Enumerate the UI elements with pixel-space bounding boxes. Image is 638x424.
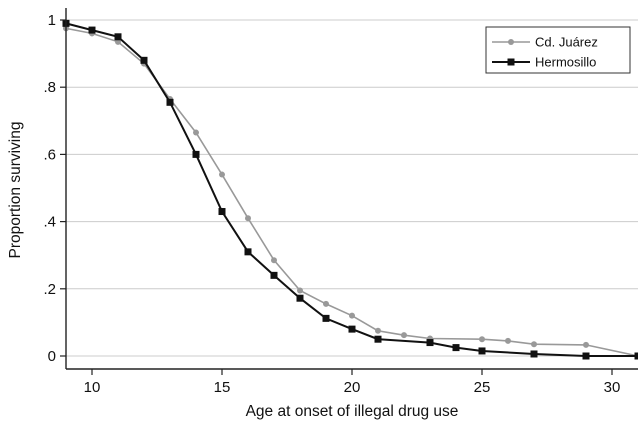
data-point-square (426, 339, 434, 347)
y-axis-label: Proportion surviving (7, 122, 24, 259)
data-point-circle (115, 38, 121, 45)
data-point-square (88, 26, 96, 34)
data-point-square (582, 352, 590, 360)
data-point-square (140, 56, 148, 64)
y-tick-label: .2 (43, 281, 56, 298)
y-tick-label: .4 (43, 214, 56, 231)
data-point-square (348, 325, 356, 333)
data-point-circle (349, 312, 355, 319)
data-point-square (114, 33, 122, 41)
legend: Cd. Juárez Hermosillo (485, 26, 631, 74)
y-tick-label: .6 (43, 146, 56, 163)
data-point-circle (479, 336, 485, 343)
data-point-circle (245, 215, 251, 222)
series-lines (62, 19, 638, 360)
data-point-square (530, 350, 538, 358)
data-point-square (322, 314, 330, 322)
legend-marker-circle (508, 39, 514, 45)
legend-label: Hermosillo (535, 55, 596, 70)
series-line-0 (65, 27, 638, 357)
data-point-circle (323, 300, 329, 307)
data-point-square (270, 271, 278, 279)
x-axis-label: Age at onset of illegal drug use (246, 403, 459, 420)
legend-label: Cd. Juárez (535, 35, 598, 50)
x-tick-label: 25 (474, 379, 491, 396)
y-tick-label: 1 (48, 12, 56, 29)
data-point-circle (375, 327, 381, 334)
data-point-circle (583, 341, 589, 348)
data-point-square (166, 98, 174, 106)
data-point-square (634, 352, 638, 360)
y-tick-label: .8 (43, 79, 56, 96)
data-point-square (244, 248, 252, 256)
legend-marker-square (507, 58, 515, 66)
x-tick-label: 15 (214, 379, 231, 396)
data-point-circle (193, 129, 199, 136)
x-tick-label: 30 (604, 379, 621, 396)
data-point-circle (531, 341, 537, 348)
data-point-square (374, 335, 382, 343)
data-point-circle (219, 171, 225, 178)
data-point-circle (401, 332, 407, 339)
data-point-square (452, 344, 460, 352)
data-point-square (192, 150, 200, 158)
data-point-circle (297, 287, 303, 294)
data-point-square (296, 294, 304, 302)
x-tick-label: 10 (84, 379, 101, 396)
axes: 0 .2 .4 .6 .8 1 10 15 20 25 30 (43, 8, 638, 396)
data-point-circle (505, 337, 511, 344)
data-point-square (478, 347, 486, 355)
x-tick-label: 20 (344, 379, 361, 396)
y-tick-label: 0 (48, 348, 56, 365)
data-point-circle (271, 257, 277, 264)
data-point-square (218, 208, 226, 216)
